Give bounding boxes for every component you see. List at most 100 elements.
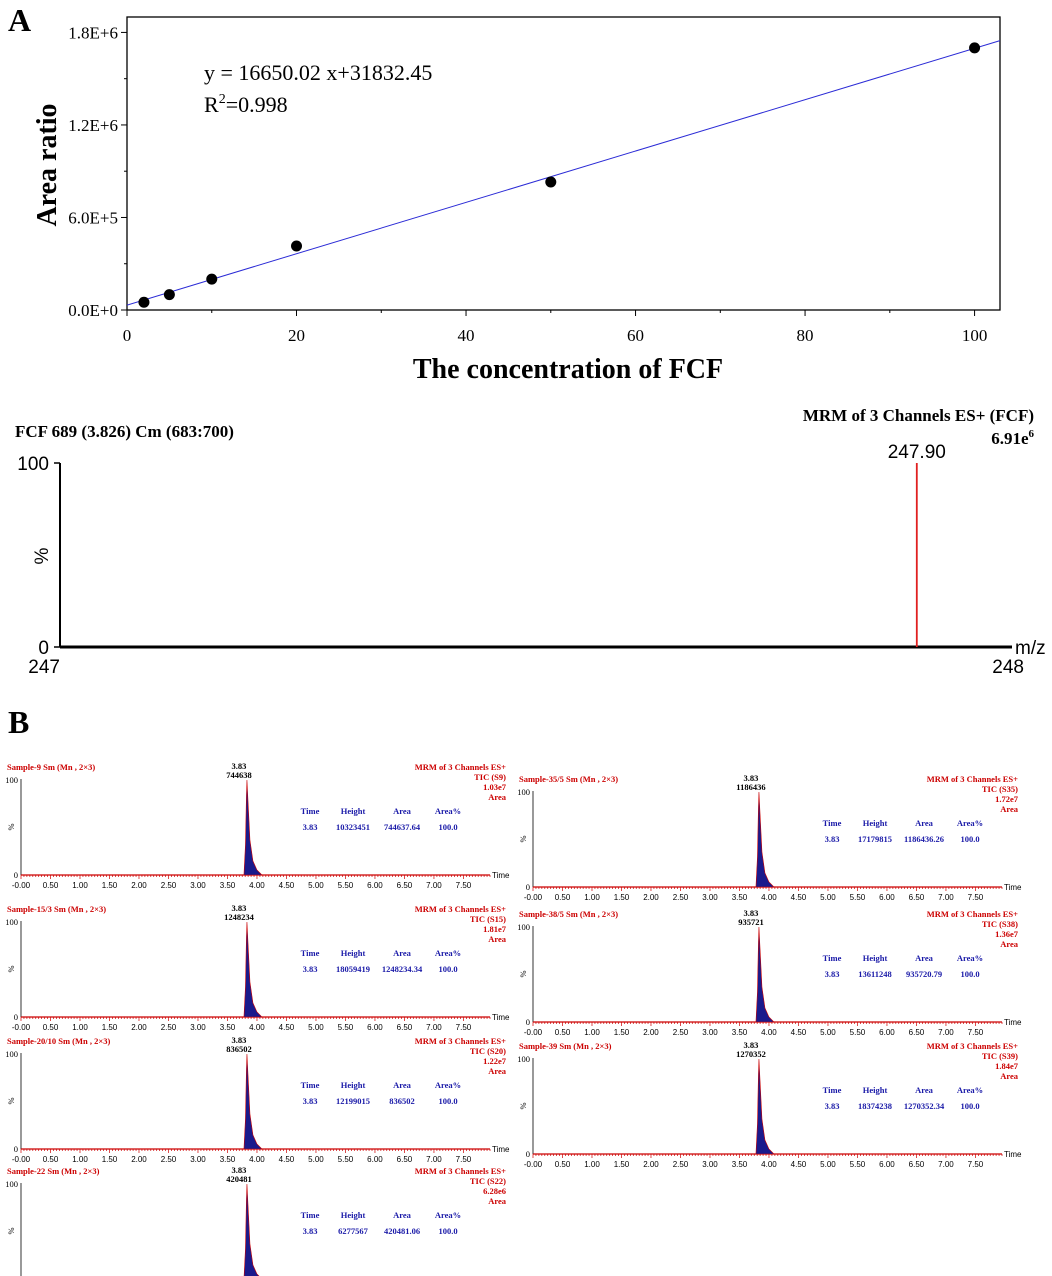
spectrum-y-tick-label: 100 bbox=[17, 454, 49, 475]
chromatogram-peak-time: 3.83 bbox=[744, 1040, 759, 1050]
chromatogram-y-top: 100 bbox=[5, 917, 18, 927]
peak-table-header: Height bbox=[863, 1085, 888, 1095]
chromatogram-tic: TIC (S9) bbox=[474, 772, 506, 782]
chromatogram-x-tick-label: -0.00 bbox=[524, 1028, 543, 1037]
chromatogram-x-label: Time bbox=[492, 1013, 510, 1022]
peak-table-value: 6277567 bbox=[338, 1226, 369, 1236]
peak-table-header: Time bbox=[301, 806, 320, 816]
chromatogram-area-word: Area bbox=[1000, 939, 1019, 949]
chromatogram-x-tick-label: 1.50 bbox=[102, 1155, 118, 1164]
chromatogram-x-tick-label: 6.00 bbox=[367, 1023, 383, 1032]
peak-table-value: 100.0 bbox=[438, 822, 457, 832]
chromatogram-x-tick-label: 6.50 bbox=[909, 893, 925, 902]
peak-table-header: Area bbox=[915, 818, 934, 828]
chromatogram-7: Sample-39 Sm (Mn , 2×3) MRM of 3 Channels… bbox=[517, 1040, 1022, 1169]
y-tick-label: 1.8E+6 bbox=[68, 23, 118, 42]
panel-a-label: A bbox=[8, 2, 32, 38]
peak-table-value: 3.83 bbox=[303, 964, 318, 974]
chromatogram-x-tick-label: 4.00 bbox=[249, 1023, 265, 1032]
chromatogram-intensity: 1.81e7 bbox=[483, 924, 507, 934]
chromatogram-y-bottom: 0 bbox=[14, 1012, 18, 1022]
chromatogram-x-tick-label: 7.00 bbox=[938, 1028, 954, 1037]
y-tick-label: 0.0E+0 bbox=[68, 301, 118, 320]
chromatogram-x-tick-label: 6.00 bbox=[367, 881, 383, 890]
r-squared: R2=0.998 bbox=[204, 92, 288, 117]
chromatogram-x-tick-label: 2.50 bbox=[673, 1160, 689, 1169]
chromatogram-x-tick-label: 0.50 bbox=[555, 1028, 571, 1037]
r-squared-symbol: R bbox=[204, 92, 219, 117]
chromatogram-x-tick-label: 5.00 bbox=[308, 1023, 324, 1032]
chromatogram-tic: TIC (S15) bbox=[470, 914, 506, 924]
peak-table-header: Area% bbox=[435, 806, 461, 816]
chromatogram-x-tick-label: 6.50 bbox=[397, 1155, 413, 1164]
chromatogram-x-tick-label: 2.00 bbox=[131, 1023, 147, 1032]
chromatogram-peak bbox=[243, 779, 263, 876]
chromatogram-x-tick-label: 2.50 bbox=[161, 1023, 177, 1032]
chromatogram-x-tick-label: 1.50 bbox=[614, 893, 630, 902]
chromatogram-x-tick-label: 3.00 bbox=[702, 1160, 718, 1169]
chromatogram-x-tick-label: 4.00 bbox=[761, 893, 777, 902]
chromatogram-x-tick-label: 0.50 bbox=[555, 893, 571, 902]
chromatogram-x-tick-label: 4.00 bbox=[761, 1160, 777, 1169]
chromatogram-x-tick-label: 5.00 bbox=[820, 893, 836, 902]
chromatogram-x-tick-label: 6.00 bbox=[879, 893, 895, 902]
ms-spectrum-chart: FCF 689 (3.826) Cm (683:700) MRM of 3 Ch… bbox=[15, 406, 1046, 678]
peak-table-value: 1270352.34 bbox=[904, 1101, 945, 1111]
chromatogram-5: Sample-35/5 Sm (Mn , 2×3) MRM of 3 Channe… bbox=[517, 773, 1022, 902]
y-axis-label: Area ratio bbox=[32, 103, 63, 226]
peak-table-value: 18374238 bbox=[858, 1101, 892, 1111]
x-tick-label: 80 bbox=[797, 326, 814, 345]
peak-table-value: 744637.64 bbox=[384, 822, 421, 832]
chromatogram-6: Sample-38/5 Sm (Mn , 2×3) MRM of 3 Channe… bbox=[517, 908, 1022, 1037]
calibration-curve-chart: 0 20 40 60 80 100 0.0E+0 6.0E+5 1.2E+6 1.8E+6 Are… bbox=[32, 16, 1001, 385]
chromatogram-x-tick-label: 6.50 bbox=[909, 1028, 925, 1037]
chromatogram-x-tick-label: 7.50 bbox=[456, 881, 472, 890]
chromatogram-x-tick-label: 2.50 bbox=[673, 1028, 689, 1037]
peak-table-value: 3.83 bbox=[303, 822, 318, 832]
chromatogram-x-tick-label: 7.50 bbox=[456, 1155, 472, 1164]
chromatogram-x-tick-label: 1.50 bbox=[614, 1028, 630, 1037]
chromatogram-peak-time: 3.83 bbox=[232, 761, 247, 771]
chromatogram-x-tick-label: 2.50 bbox=[673, 893, 689, 902]
peak-table-value: 10323451 bbox=[336, 822, 370, 832]
peak-table-header: Area% bbox=[435, 1080, 461, 1090]
chromatogram-x-tick-label: 2.00 bbox=[643, 1160, 659, 1169]
chromatogram-x-tick-label: 1.00 bbox=[584, 893, 600, 902]
chromatogram-x-tick-label: 4.50 bbox=[791, 1028, 807, 1037]
fit-line bbox=[126, 40, 1001, 306]
chromatogram-peak-time: 3.83 bbox=[232, 1035, 247, 1045]
chromatogram-x-label: Time bbox=[1004, 883, 1022, 892]
chromatogram-channel: MRM of 3 Channels ES+ bbox=[415, 762, 506, 772]
chromatogram-y-mid: % bbox=[6, 823, 16, 830]
chromatogram-x-tick-label: -0.00 bbox=[12, 881, 31, 890]
chromatogram-x-tick-label: 6.50 bbox=[397, 1023, 413, 1032]
chromatogram-y-top: 100 bbox=[517, 922, 530, 932]
chromatogram-x-tick-label: 7.00 bbox=[426, 1155, 442, 1164]
chromatogram-peak bbox=[755, 1058, 775, 1155]
chromatogram-intensity: 1.72e7 bbox=[995, 794, 1019, 804]
chromatogram-x-tick-label: 5.50 bbox=[338, 881, 354, 890]
peak-table-header: Time bbox=[823, 1085, 842, 1095]
chromatogram-peak-time: 3.83 bbox=[744, 908, 759, 918]
chromatogram-x-tick-label: 6.50 bbox=[397, 881, 413, 890]
chromatogram-y-bottom: 0 bbox=[526, 1017, 530, 1027]
chromatogram-x-tick-label: 5.00 bbox=[820, 1028, 836, 1037]
chromatogram-x-tick-label: 4.50 bbox=[279, 1023, 295, 1032]
chromatogram-y-mid: % bbox=[6, 965, 16, 972]
chromatogram-x-tick-label: 3.50 bbox=[732, 1160, 748, 1169]
chromatogram-channel: MRM of 3 Channels ES+ bbox=[415, 1166, 506, 1176]
chromatogram-y-bottom: 0 bbox=[526, 1149, 530, 1159]
peak-table-header: Time bbox=[301, 1080, 320, 1090]
chromatogram-tic: TIC (S38) bbox=[982, 919, 1018, 929]
chromatogram-x-tick-label: 4.00 bbox=[761, 1028, 777, 1037]
chromatogram-x-tick-label: 7.00 bbox=[938, 893, 954, 902]
chromatogram-x-tick-label: 6.50 bbox=[909, 1160, 925, 1169]
spectrum-title: FCF 689 (3.826) Cm (683:700) bbox=[15, 422, 234, 441]
chromatogram-x-tick-label: 5.00 bbox=[308, 881, 324, 890]
data-point bbox=[545, 176, 557, 188]
peak-table-value: 12199015 bbox=[336, 1096, 370, 1106]
chromatogram-x-tick-label: 1.50 bbox=[102, 881, 118, 890]
chromatogram-x-tick-label: 6.00 bbox=[879, 1028, 895, 1037]
x-tick-label: 20 bbox=[288, 326, 305, 345]
peak-table-header: Height bbox=[341, 948, 366, 958]
